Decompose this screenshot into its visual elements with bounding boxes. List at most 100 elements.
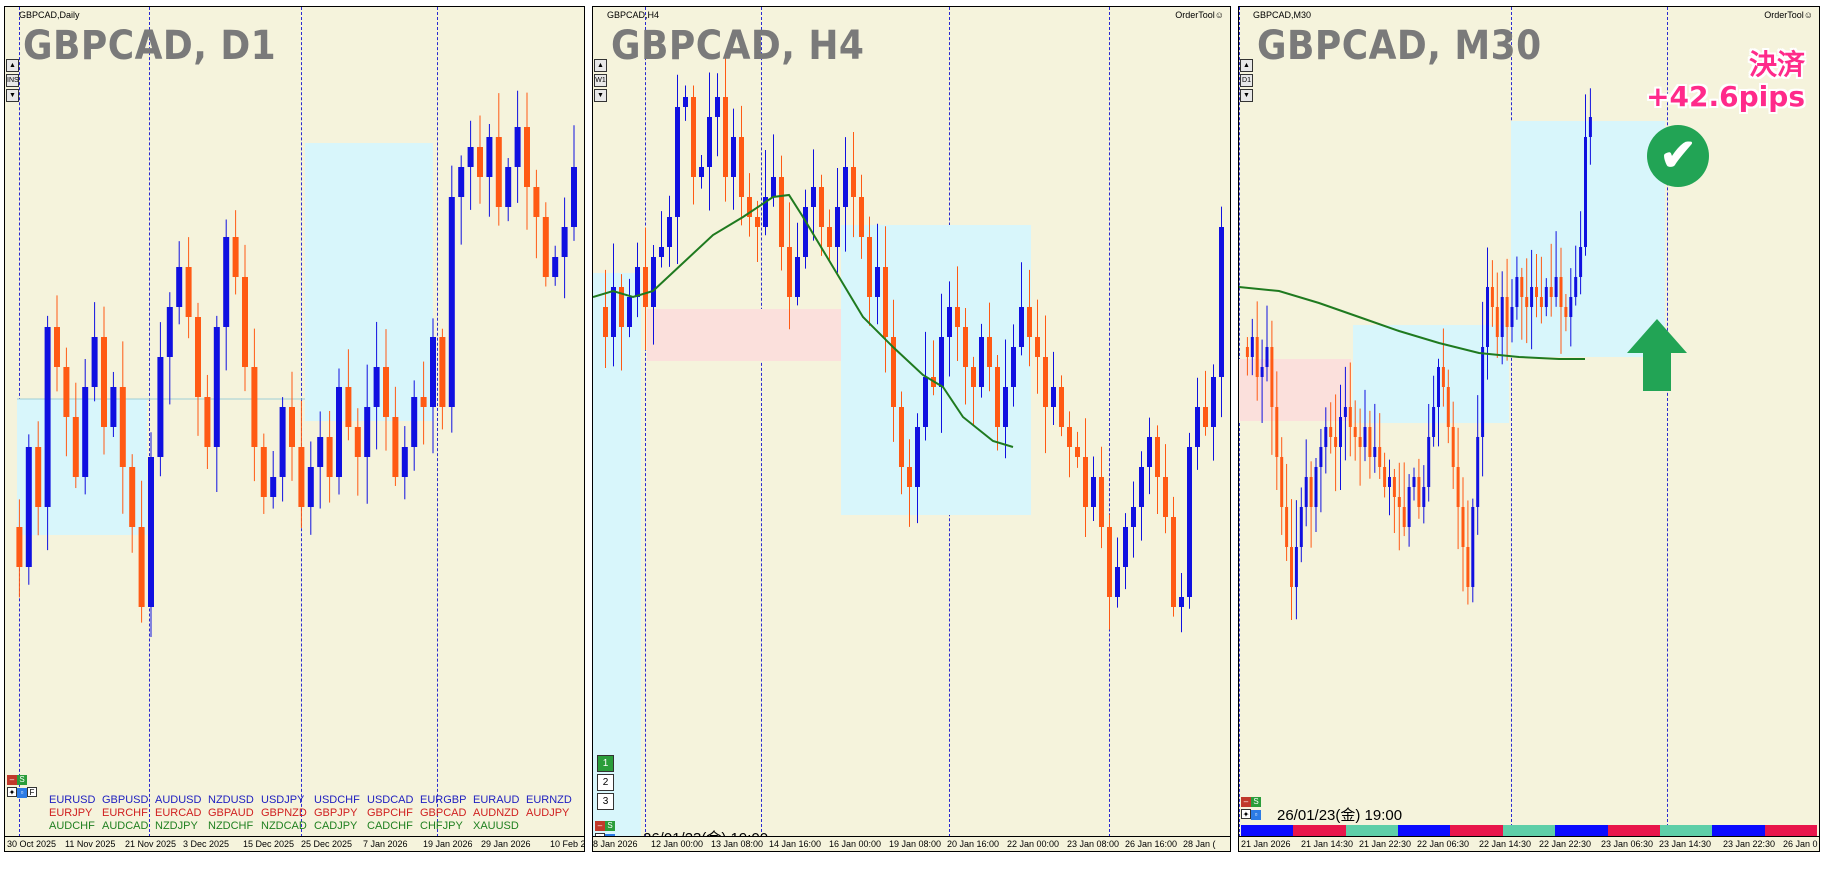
candle-body bbox=[1588, 117, 1592, 137]
ins-button[interactable]: INS bbox=[6, 74, 19, 87]
candle-body bbox=[1427, 437, 1431, 487]
currency-pair-link[interactable]: EURAUD bbox=[473, 794, 520, 806]
candle-body bbox=[260, 447, 267, 497]
currency-pair-link[interactable]: EURUSD bbox=[49, 794, 96, 806]
scale-buttons: ▲ D1 ▼ bbox=[1240, 59, 1253, 104]
currency-pair-link[interactable]: XAUUSD bbox=[473, 820, 519, 832]
currency-pair-link[interactable]: USDCAD bbox=[367, 794, 414, 806]
scroll-up-button[interactable]: ▲ bbox=[6, 59, 19, 72]
number-button-1[interactable]: 1 bbox=[597, 755, 614, 772]
number-button-3[interactable]: 3 bbox=[597, 793, 614, 810]
scroll-up-button[interactable]: ▲ bbox=[1240, 59, 1253, 72]
select-icon[interactable]: ▫ bbox=[1251, 810, 1261, 820]
number-button-2[interactable]: 2 bbox=[597, 774, 614, 791]
remove-button[interactable]: – bbox=[7, 775, 17, 785]
currency-pair-link[interactable]: AUDCHF bbox=[49, 820, 95, 832]
currency-pair-link[interactable]: EURCHF bbox=[102, 807, 148, 819]
currency-pair-link[interactable]: AUDCAD bbox=[102, 820, 149, 832]
candle-body bbox=[795, 257, 800, 297]
candle-body bbox=[763, 197, 768, 227]
currency-pair-link[interactable]: AUDUSD bbox=[155, 794, 202, 806]
candle-body bbox=[91, 337, 98, 387]
demand-zone bbox=[305, 143, 433, 421]
candle-body bbox=[1373, 447, 1377, 457]
select-icon[interactable]: ▫ bbox=[17, 788, 27, 798]
checkmark-icon: ✔ bbox=[1647, 125, 1709, 187]
currency-pair-link[interactable]: GBPAUD bbox=[208, 807, 254, 819]
currency-pair-link[interactable]: AUDJPY bbox=[526, 807, 570, 819]
currency-pair-link[interactable]: GBPCHF bbox=[367, 807, 413, 819]
candle-body bbox=[1383, 467, 1387, 487]
s-button[interactable]: S bbox=[17, 775, 27, 785]
w1-button[interactable]: W1 bbox=[594, 74, 607, 87]
remove-button[interactable]: – bbox=[595, 821, 605, 831]
candle-body bbox=[336, 387, 342, 477]
currency-pair-link[interactable]: USDCHF bbox=[314, 794, 360, 806]
currency-pair-link[interactable]: GBPUSD bbox=[102, 794, 149, 806]
candle-body bbox=[1314, 467, 1318, 507]
currency-pair-link[interactable]: GBPJPY bbox=[314, 807, 358, 819]
d1-button[interactable]: D1 bbox=[1240, 74, 1253, 87]
brush-icon[interactable]: ✦ bbox=[7, 787, 17, 797]
remove-button[interactable]: – bbox=[1241, 797, 1251, 807]
currency-pair-link[interactable]: NZDCHF bbox=[208, 820, 254, 832]
candle-body bbox=[44, 327, 51, 507]
scroll-down-button[interactable]: ▼ bbox=[6, 89, 19, 102]
candle-body bbox=[1388, 477, 1391, 487]
candle-body bbox=[755, 217, 760, 227]
currency-pair-link[interactable]: EURNZD bbox=[526, 794, 572, 806]
ordertool-label[interactable]: OrderTool☺ bbox=[1764, 10, 1813, 20]
currency-pair-link[interactable]: CADCHF bbox=[367, 820, 413, 832]
currency-pair-link[interactable]: EURJPY bbox=[49, 807, 93, 819]
s-button[interactable]: S bbox=[1251, 797, 1261, 807]
candlestick-chart-m30[interactable] bbox=[1239, 7, 1820, 852]
candle-body bbox=[1203, 407, 1208, 427]
currency-pair-link[interactable]: CHFJPY bbox=[420, 820, 463, 832]
chart-panel-h4[interactable]: GBPCAD,H4 OrderTool☺ GBPCAD, H4 ▲ W1 ▼ 1… bbox=[592, 6, 1231, 852]
candle-body bbox=[1451, 427, 1455, 467]
scroll-down-button[interactable]: ▼ bbox=[594, 89, 607, 102]
up-arrow-icon bbox=[1627, 319, 1687, 391]
candle-body bbox=[1368, 427, 1372, 457]
currency-pair-link[interactable]: EURCAD bbox=[155, 807, 202, 819]
candle-body bbox=[54, 327, 60, 367]
candlestick-chart-d1[interactable] bbox=[5, 7, 585, 852]
currency-pair-link[interactable]: GBPCAD bbox=[420, 807, 467, 819]
currency-pair-link[interactable]: EURGBP bbox=[420, 794, 467, 806]
candle-body bbox=[552, 257, 559, 277]
candle-body bbox=[1285, 507, 1289, 547]
candle-body bbox=[1559, 277, 1563, 307]
currency-pair-link[interactable]: AUDNZD bbox=[473, 807, 519, 819]
chart-panel-m30[interactable]: GBPCAD,M30 OrderTool☺ GBPCAD, M30 ▲ D1 ▼… bbox=[1238, 6, 1820, 852]
currency-pair-link[interactable]: CADJPY bbox=[314, 820, 358, 832]
candle-body bbox=[1461, 507, 1465, 547]
currency-pair-link[interactable]: NZDUSD bbox=[208, 794, 254, 806]
period-separator-line bbox=[1667, 7, 1668, 837]
scroll-down-button[interactable]: ▼ bbox=[1240, 89, 1253, 102]
supply-zone bbox=[647, 309, 841, 361]
candle-body bbox=[1564, 307, 1568, 317]
period-separator-line bbox=[1109, 7, 1110, 837]
candle-body bbox=[803, 207, 808, 257]
x-axis-tick-label: 22 Jan 06:30 bbox=[1417, 839, 1470, 849]
candle-body bbox=[1043, 357, 1048, 407]
ordertool-label[interactable]: OrderTool☺ bbox=[1175, 10, 1224, 20]
candle-body bbox=[1059, 387, 1064, 427]
currency-pair-link[interactable]: GBPNZD bbox=[261, 807, 307, 819]
candle-body bbox=[1245, 347, 1249, 357]
chart-panel-d1[interactable]: GBPCAD,Daily GBPCAD, D1 ▲ INS ▼ – S ✦ ▫ F E… bbox=[4, 6, 585, 852]
currency-pair-link[interactable]: NZDCAD bbox=[261, 820, 307, 832]
scroll-up-button[interactable]: ▲ bbox=[594, 59, 607, 72]
candle-body bbox=[1544, 287, 1548, 307]
brush-icon[interactable]: ✦ bbox=[1241, 809, 1251, 819]
tool-buttons: –S ✦▫ bbox=[1241, 797, 1261, 820]
currency-pair-link[interactable]: NZDJPY bbox=[155, 820, 198, 832]
candle-body bbox=[326, 437, 333, 477]
candle-body bbox=[213, 327, 220, 447]
candle-body bbox=[1091, 477, 1096, 507]
candlestick-chart-h4[interactable] bbox=[593, 7, 1231, 852]
f-button[interactable]: F bbox=[27, 787, 37, 797]
candle-body bbox=[1147, 437, 1152, 467]
s-button[interactable]: S bbox=[605, 821, 615, 831]
currency-pair-link[interactable]: USDJPY bbox=[261, 794, 305, 806]
